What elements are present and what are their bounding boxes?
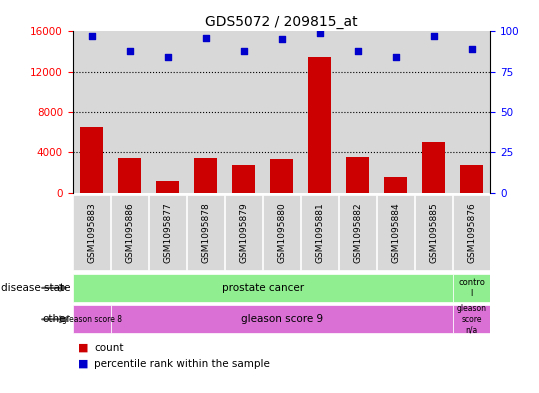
Point (315, 30, 324, 36)
Bar (338, 31, 377, 193)
Text: contro
l: contro l (458, 278, 485, 298)
FancyBboxPatch shape (263, 195, 300, 270)
Bar (384, 178, 407, 193)
Text: prostate cancer: prostate cancer (222, 283, 303, 293)
Point (126, 48, 134, 54)
Bar (346, 157, 369, 193)
Text: GSM1095879: GSM1095879 (239, 202, 248, 263)
FancyBboxPatch shape (453, 274, 490, 302)
Bar (270, 159, 293, 193)
FancyBboxPatch shape (111, 195, 148, 270)
Point (202, 35, 210, 41)
Text: gleason score 9: gleason score 9 (240, 314, 323, 324)
Text: count: count (94, 343, 124, 353)
Text: GSM1095885: GSM1095885 (429, 202, 438, 263)
FancyBboxPatch shape (377, 195, 414, 270)
Text: percentile rank within the sample: percentile rank within the sample (94, 358, 270, 369)
FancyBboxPatch shape (225, 195, 262, 270)
Bar (460, 165, 483, 193)
Text: GSM1095876: GSM1095876 (467, 202, 476, 263)
Bar (156, 182, 179, 193)
FancyBboxPatch shape (339, 195, 376, 270)
Bar (414, 31, 453, 193)
Bar (377, 31, 414, 193)
FancyBboxPatch shape (73, 274, 453, 302)
Text: gleason
score
n/a: gleason score n/a (457, 305, 487, 334)
Text: other: other (42, 314, 70, 324)
FancyBboxPatch shape (415, 195, 452, 270)
Point (353, 48, 362, 54)
Point (429, 33, 438, 39)
FancyBboxPatch shape (301, 195, 338, 270)
Point (277, 37, 286, 43)
Bar (110, 31, 149, 193)
Point (391, 54, 400, 61)
Bar (149, 31, 186, 193)
Bar (186, 31, 225, 193)
Bar (308, 57, 331, 193)
Text: GSM1095881: GSM1095881 (315, 202, 324, 263)
Point (163, 54, 172, 61)
FancyBboxPatch shape (110, 305, 453, 333)
Bar (422, 142, 445, 193)
Point (239, 48, 248, 54)
Point (467, 46, 476, 52)
Bar (194, 158, 217, 193)
Bar (301, 31, 338, 193)
Bar (453, 31, 490, 193)
Bar (80, 127, 103, 193)
Title: GDS5072 / 209815_at: GDS5072 / 209815_at (205, 15, 358, 29)
Bar (225, 31, 262, 193)
Text: ■: ■ (78, 343, 88, 353)
Text: gleason score 8: gleason score 8 (62, 315, 122, 324)
Text: GSM1095886: GSM1095886 (125, 202, 134, 263)
Text: GSM1095883: GSM1095883 (87, 202, 96, 263)
FancyBboxPatch shape (149, 195, 186, 270)
Text: GSM1095880: GSM1095880 (277, 202, 286, 263)
Bar (119, 158, 141, 193)
Bar (232, 165, 255, 193)
Text: disease state: disease state (1, 283, 70, 293)
FancyBboxPatch shape (187, 195, 224, 270)
FancyBboxPatch shape (453, 305, 490, 333)
Text: GSM1095878: GSM1095878 (201, 202, 210, 263)
Bar (73, 31, 110, 193)
Text: GSM1095877: GSM1095877 (163, 202, 172, 263)
Text: ■: ■ (78, 358, 88, 369)
Point (87, 33, 96, 39)
Bar (262, 31, 301, 193)
FancyBboxPatch shape (73, 305, 110, 333)
FancyBboxPatch shape (73, 195, 110, 270)
Text: GSM1095882: GSM1095882 (353, 202, 362, 263)
FancyBboxPatch shape (453, 195, 490, 270)
Text: GSM1095884: GSM1095884 (391, 202, 400, 263)
